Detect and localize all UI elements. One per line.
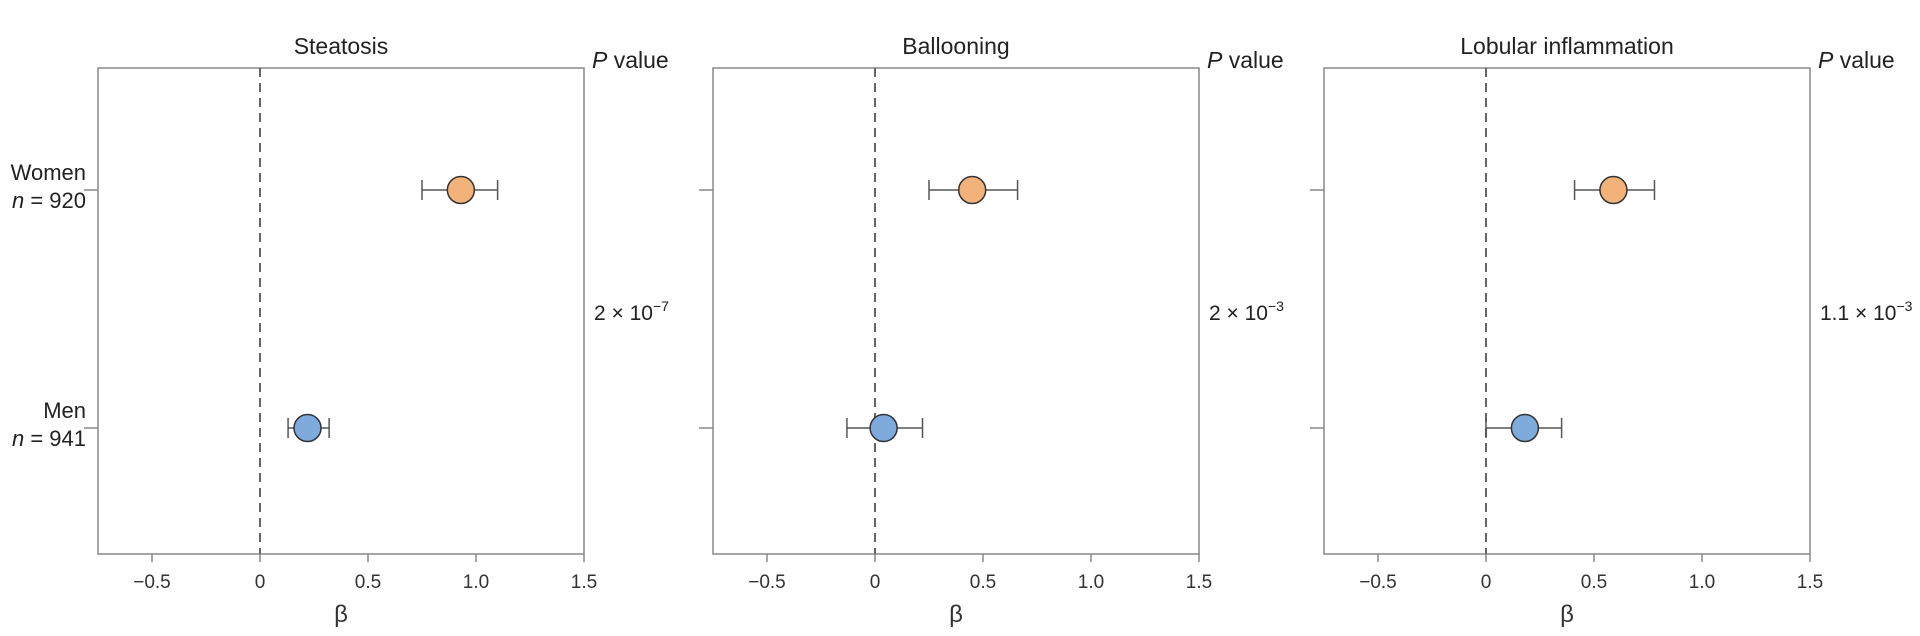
p-value-header-italic: P: [592, 47, 608, 73]
plot-frame: [1323, 67, 1811, 555]
x-tick-label: 1.5: [1186, 572, 1212, 593]
group-n-label: n = 920: [12, 188, 86, 213]
p-value-header-italic: P: [1207, 47, 1223, 73]
panel-title: Lobular inflammation: [1460, 33, 1674, 59]
group-label-women: Women: [11, 160, 86, 185]
p-value-exponent: −3: [1896, 298, 1912, 314]
p-value: 2 × 10−3: [1209, 298, 1284, 325]
p-value-mantissa: 2 × 10: [1209, 302, 1268, 325]
x-tick-label: 0.5: [355, 572, 381, 593]
x-tick-label: −0.5: [1359, 572, 1397, 593]
point-men: [869, 413, 898, 443]
group-n-value: = 920: [24, 188, 86, 213]
p-value-header-rest: value: [607, 47, 668, 73]
x-axis-label: β: [949, 601, 963, 628]
p-value-header: P value: [592, 47, 669, 73]
x-tick-label: 0.5: [970, 572, 996, 593]
point-men: [1510, 413, 1540, 443]
group-n-symbol: n: [12, 188, 24, 213]
plot-frame: [712, 67, 1200, 555]
p-value-header-rest: value: [1222, 47, 1283, 73]
p-value-exponent: −3: [1268, 298, 1284, 314]
panel-title: Ballooning: [902, 33, 1009, 59]
p-value: 1.1 × 10−3: [1820, 298, 1913, 325]
point-women: [446, 175, 476, 205]
x-tick-label: 1.5: [571, 572, 597, 593]
panel-title: Steatosis: [294, 33, 389, 59]
p-value-mantissa: 2 × 10: [594, 302, 653, 325]
x-tick-label: 1.0: [463, 572, 489, 593]
p-value-header-italic: P: [1818, 47, 1834, 73]
group-n-value: = 941: [24, 426, 86, 451]
x-tick-label: 1.0: [1689, 572, 1715, 593]
p-value-header: P value: [1818, 47, 1895, 73]
p-value-header-rest: value: [1833, 47, 1894, 73]
x-tick-label: 0: [1481, 572, 1492, 593]
x-axis-label: β: [1560, 601, 1574, 628]
point-women: [1599, 175, 1628, 205]
x-tick-label: 1.0: [1078, 572, 1104, 593]
p-value-exponent: −7: [653, 298, 669, 314]
point-women: [957, 175, 987, 205]
x-tick-label: 0: [870, 572, 881, 593]
point-men: [293, 413, 322, 443]
group-n-symbol: n: [12, 426, 24, 451]
x-tick-label: 0: [255, 572, 266, 593]
p-value-header: P value: [1207, 47, 1284, 73]
x-tick-label: 0.5: [1581, 572, 1607, 593]
p-value-mantissa: 1.1 × 10: [1820, 302, 1896, 325]
x-axis-label: β: [334, 601, 348, 628]
x-tick-label: −0.5: [133, 572, 171, 593]
x-tick-label: −0.5: [748, 572, 786, 593]
group-n-label: n = 941: [12, 426, 86, 451]
plot-frame: [97, 67, 585, 555]
p-value: 2 × 10−7: [594, 298, 669, 325]
group-label-men: Men: [43, 398, 86, 423]
x-tick-label: 1.5: [1797, 572, 1823, 593]
